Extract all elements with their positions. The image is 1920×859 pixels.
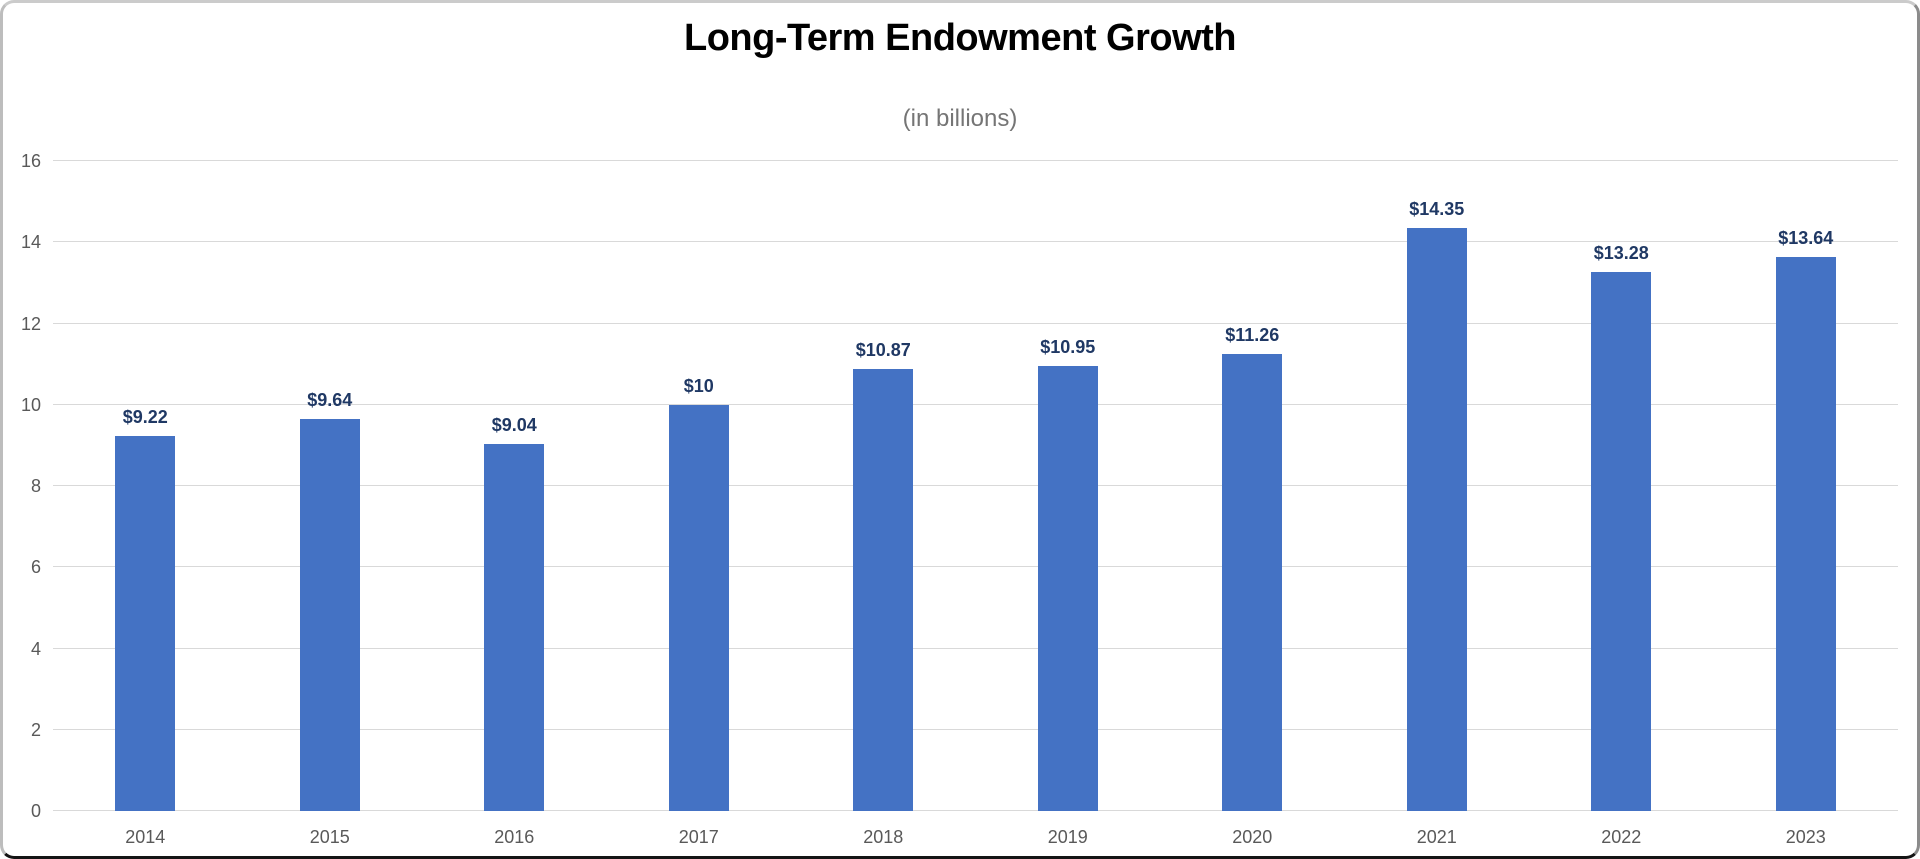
bar-value-label: $14.35 (1409, 199, 1465, 220)
y-axis-tick-label: 14 (20, 232, 41, 253)
gridline (53, 566, 1898, 568)
bar (1406, 228, 1467, 811)
bar-value-label: $13.64 (1778, 227, 1834, 248)
bar-value-label: $11.26 (1225, 324, 1280, 345)
x-axis-label: 2015 (309, 827, 350, 847)
bar (1591, 271, 1652, 811)
x-axis-label: 2019 (1047, 827, 1088, 847)
y-axis-tick-label: 16 (20, 151, 41, 171)
bar-value-label: $9.22 (122, 407, 168, 428)
bar (1037, 366, 1098, 811)
gridline (53, 160, 1898, 161)
x-axis-label: 2018 (863, 827, 904, 847)
bar-value-label: $10.95 (1040, 337, 1096, 358)
bar (115, 436, 176, 811)
y-axis-tick-label: 10 (20, 394, 41, 415)
gridline (53, 241, 1898, 243)
gridline (53, 322, 1898, 324)
bar (853, 369, 914, 811)
bar-value-label: $13.28 (1593, 242, 1649, 263)
x-axis-label: 2023 (1785, 827, 1826, 847)
y-axis-tick-label: 8 (30, 476, 41, 496)
x-axis-label: 2022 (1601, 827, 1642, 847)
y-axis-tick-label: 6 (30, 557, 41, 578)
x-axis-label: 2016 (494, 827, 535, 847)
gridline (53, 403, 1898, 405)
gridline (53, 485, 1898, 486)
gridline (53, 810, 1898, 811)
x-axis-label: 2021 (1416, 827, 1457, 847)
bar (484, 443, 545, 811)
bar (299, 419, 360, 811)
y-axis-tick-label: 2 (30, 719, 41, 740)
bar-value-label: $10 (683, 375, 714, 396)
x-axis-label: 2020 (1232, 827, 1273, 847)
bar-value-label: $10.87 (855, 340, 911, 361)
bar (668, 404, 729, 811)
gridline (53, 647, 1898, 649)
y-axis-tick-label: 0 (30, 801, 41, 821)
x-axis-label: 2014 (125, 827, 166, 847)
y-axis-tick-label: 12 (20, 313, 41, 334)
x-axis-label: 2017 (678, 827, 719, 847)
y-axis: 0 2 4 6 8 10 12 14 16 (3, 151, 41, 821)
plot-area: $9.22 $9.64 $9.04 $10 $10.87 $10.95 $11.26 $14.… (53, 160, 1898, 811)
y-axis-tick-label: 4 (30, 638, 41, 659)
gridline (53, 728, 1898, 730)
x-axis: 2014 2015 2016 2017 2018 2019 2020 2021 2022 2023 (53, 821, 1898, 853)
bar (1222, 353, 1283, 811)
bar-value-label: $9.04 (491, 414, 537, 435)
chart-title: Long-Term Endowment Growth (683, 17, 1237, 59)
bar (1775, 256, 1836, 811)
chart-subtitle: (in billions) (902, 105, 1018, 132)
bar-value-label: $9.64 (307, 390, 353, 411)
